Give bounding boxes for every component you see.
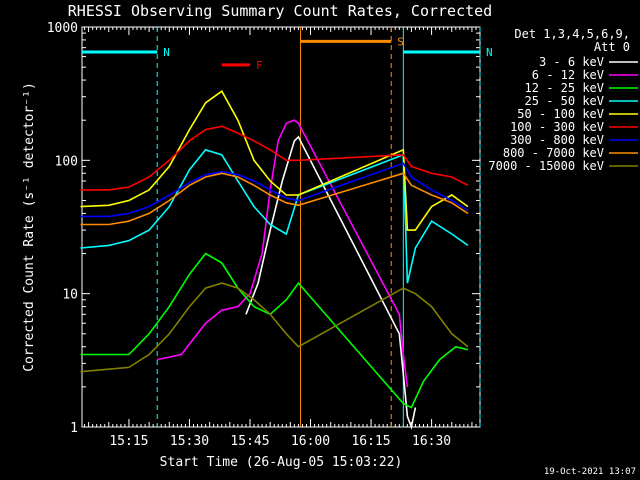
state-bars: N N F S [82, 35, 493, 72]
x-tick-label: 15:30 [170, 434, 209, 449]
series-lines [80, 90, 469, 430]
y-tick-label: 1 [70, 421, 78, 436]
legend-header: Det 1,3,4,5,6,9, [514, 27, 630, 41]
state-bar-label: F [256, 59, 263, 72]
y-axis: 1 10 100 1000 [47, 21, 480, 436]
series-line [245, 135, 417, 430]
y-tick-label: 10 [62, 288, 78, 303]
series-line [157, 119, 409, 388]
series-line [80, 162, 469, 218]
timestamp: 19-Oct-2021 13:07 [544, 467, 636, 477]
state-bar-label: S [397, 35, 404, 48]
legend-label: 100 - 300 keV [510, 120, 604, 134]
boundary-lines [156, 27, 481, 427]
legend-label: 300 - 800 keV [510, 133, 604, 147]
legend-label: 3 - 6 keV [539, 55, 604, 69]
legend-label: 25 - 50 keV [525, 94, 604, 108]
series-line [80, 282, 469, 373]
x-tick-label: 16:15 [351, 434, 390, 449]
x-axis-label: Start Time (26-Aug-05 15:03:22) [160, 455, 403, 470]
series-line [80, 125, 469, 191]
series-line [80, 172, 469, 226]
series-line [80, 90, 469, 231]
legend-label: 12 - 25 keV [525, 81, 604, 95]
x-tick-label: 15:45 [230, 434, 269, 449]
y-axis-label: Corrected Count Rate (s⁻¹ detector⁻¹) [22, 82, 37, 372]
chart-title: RHESSI Observing Summary Count Rates, Co… [68, 2, 492, 20]
legend-label: 6 - 12 keV [532, 68, 604, 82]
x-tick-label: 16:30 [412, 434, 451, 449]
legend-label: 7000 - 15000 keV [488, 159, 604, 173]
series-line [80, 148, 469, 284]
series-line [80, 252, 469, 409]
legend-header: Att 0 [594, 40, 630, 54]
x-tick-label: 16:00 [291, 434, 330, 449]
x-tick-label: 15:15 [109, 434, 148, 449]
legend-label: 800 - 7000 keV [503, 146, 604, 160]
state-bar-label: N [163, 46, 170, 59]
legend-label: 50 - 100 keV [517, 107, 604, 121]
y-tick-label: 100 [55, 154, 78, 169]
y-tick-label: 1000 [47, 21, 78, 36]
plot-frame [81, 26, 481, 428]
state-bar-label: N [486, 46, 493, 59]
